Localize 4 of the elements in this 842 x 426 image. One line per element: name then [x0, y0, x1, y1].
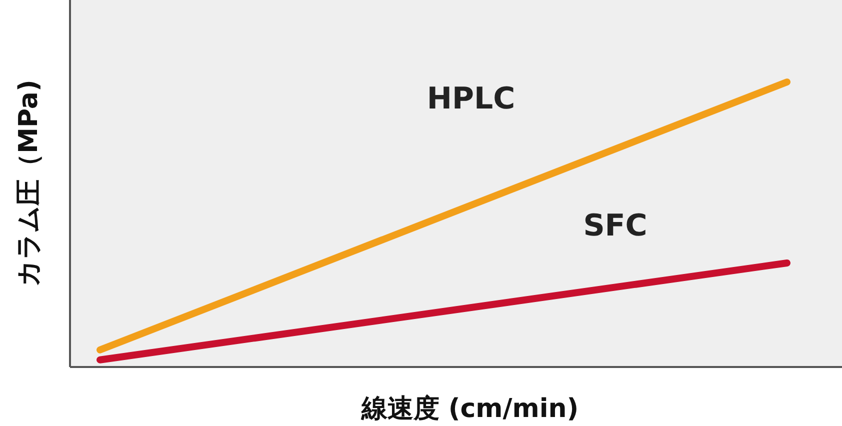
series-label: SFC [583, 208, 648, 244]
text: HPLC [426, 81, 516, 116]
x-axis-title: 線速度 (cm/min) [360, 394, 579, 424]
y-axis-title: カラム圧（MPa) [14, 80, 44, 286]
